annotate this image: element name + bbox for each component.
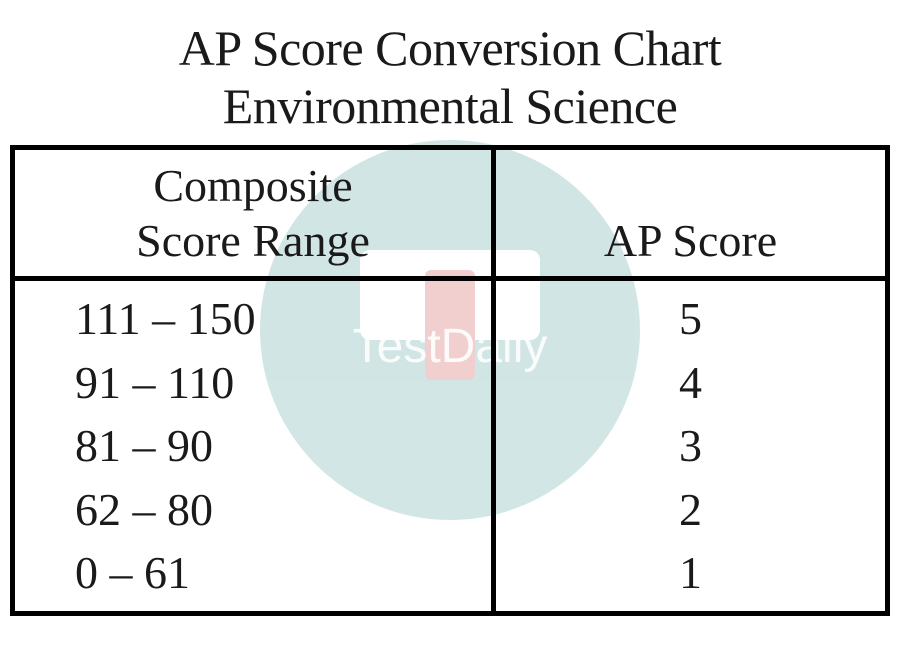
score-value: 1 xyxy=(508,541,873,604)
table-header-row: Composite Score Range AP Score xyxy=(15,150,885,279)
range-value: 91 – 110 xyxy=(75,351,479,414)
chart-title-line2: Environmental Science xyxy=(10,78,890,136)
chart-title-line1: AP Score Conversion Chart xyxy=(10,20,890,78)
score-value: 5 xyxy=(508,287,873,350)
range-value: 0 – 61 xyxy=(75,541,479,604)
score-table-container: Composite Score Range AP Score 111 – 150… xyxy=(10,145,890,616)
range-value: 62 – 80 xyxy=(75,478,479,541)
score-value: 4 xyxy=(508,351,873,414)
column-header-apscore: AP Score xyxy=(494,150,886,279)
column-header-composite: Composite Score Range xyxy=(15,150,494,279)
score-value: 3 xyxy=(508,414,873,477)
table-body-row: 111 – 150 91 – 110 81 – 90 62 – 80 0 – 6… xyxy=(15,279,885,611)
content-region: AP Score Conversion Chart Environmental … xyxy=(0,0,900,660)
score-table: Composite Score Range AP Score 111 – 150… xyxy=(15,150,885,611)
score-value: 2 xyxy=(508,478,873,541)
score-cell: 5 4 3 2 1 xyxy=(494,279,886,611)
range-cell: 111 – 150 91 – 110 81 – 90 62 – 80 0 – 6… xyxy=(15,279,494,611)
range-value: 81 – 90 xyxy=(75,414,479,477)
range-value: 111 – 150 xyxy=(75,287,479,350)
